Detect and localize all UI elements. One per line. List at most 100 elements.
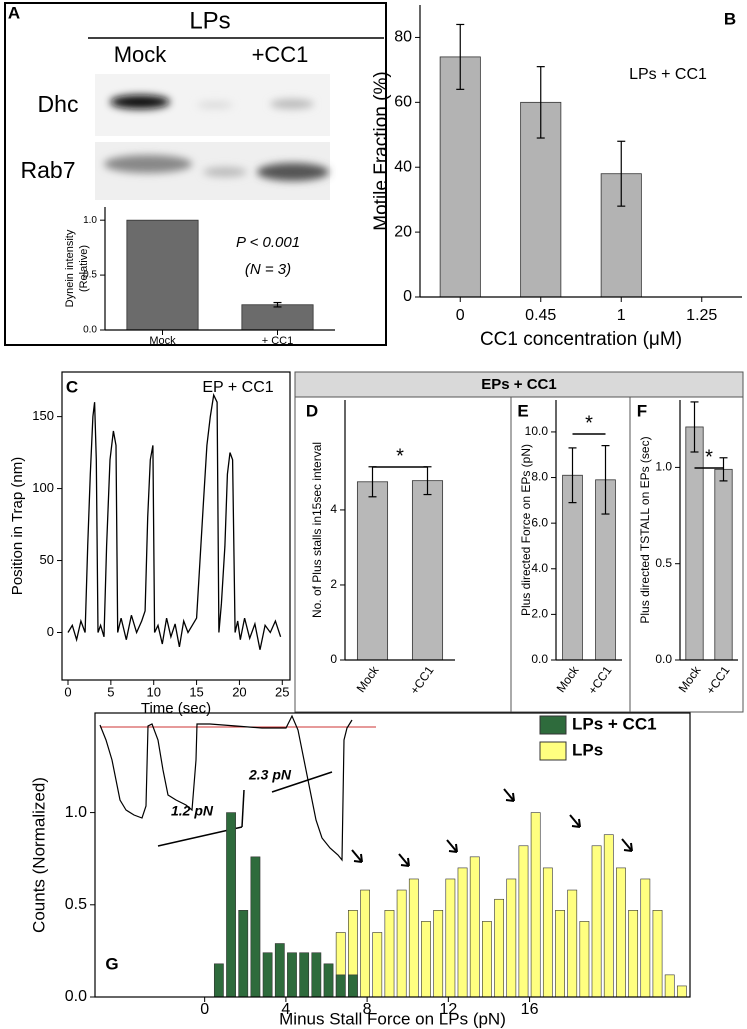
y-tick-label: 0.5 — [65, 896, 87, 913]
histogram-bar — [603, 834, 614, 998]
histogram-bar — [384, 910, 395, 998]
y-tick-label: 0.0 — [83, 325, 97, 336]
y-tick-label: 0.0 — [531, 652, 548, 666]
x-tick-label: 16 — [521, 1001, 539, 1018]
histogram-bar — [262, 952, 273, 998]
x-tick-label: Mock — [149, 335, 176, 347]
histogram-bar — [250, 856, 261, 998]
x-tick-label: +CC1 — [407, 663, 436, 697]
histogram-bar — [433, 910, 444, 998]
histogram-bar — [226, 812, 236, 998]
x-axis-label: Minus Stall Force on LPs (pN) — [279, 1009, 506, 1028]
y-tick-label: 50 — [40, 552, 54, 567]
panel-letter: F — [637, 401, 647, 420]
bar — [126, 219, 199, 331]
annotation: LPs + CC1 — [629, 66, 707, 83]
significance: * — [705, 446, 713, 468]
histogram-bar — [421, 921, 431, 998]
legend-label: LPs + CC1 — [572, 714, 657, 733]
y-axis-label: Dynein intensity — [64, 229, 76, 307]
histogram-bar — [372, 932, 383, 998]
histogram-bar — [567, 889, 578, 998]
y-tick-label: 0 — [330, 652, 337, 666]
panel-letter: C — [66, 377, 78, 396]
x-tick-label: 4 — [281, 1001, 290, 1018]
histogram-bar — [664, 974, 675, 998]
histogram-bar — [323, 963, 334, 998]
y-tick-label: 0.5 — [83, 270, 97, 281]
histogram-bar — [518, 845, 529, 998]
y-tick-label: 4.0 — [531, 561, 548, 575]
error-bar — [568, 447, 577, 504]
y-tick-label: 4 — [330, 502, 337, 516]
y-tick-label: 6.0 — [531, 515, 548, 529]
histogram-bar — [542, 867, 553, 998]
y-tick-label: 2.0 — [531, 607, 548, 621]
panel-letter: A — [8, 3, 20, 22]
histogram-bar — [579, 921, 590, 998]
y-tick-label: 100 — [32, 480, 54, 495]
blot-column: +CC1 — [252, 42, 309, 67]
x-tick-label: 5 — [107, 684, 114, 699]
panel-frame — [4, 2, 387, 346]
significance: * — [585, 412, 593, 434]
histogram-bar — [530, 812, 541, 998]
x-tick-label: 25 — [275, 684, 289, 699]
panel-letter: G — [105, 954, 118, 973]
x-tick-label: Mock — [554, 663, 582, 695]
histogram-bar — [311, 952, 322, 998]
y-tick-label: 1.0 — [83, 215, 97, 226]
y-axis-label: Plus directed Force on EPs (pN) — [519, 444, 533, 616]
y-tick-label: 40 — [394, 158, 412, 175]
histogram-bar — [274, 943, 285, 998]
x-axis-label: Time (sec) — [141, 700, 211, 717]
error-bar — [273, 301, 282, 308]
error-bar — [601, 445, 610, 515]
blot-column: Mock — [114, 42, 168, 67]
histogram-bar — [445, 878, 456, 998]
blot-row: Rab7 — [21, 157, 76, 183]
y-tick-label: 0 — [47, 624, 54, 639]
x-tick-label: + CC1 — [262, 335, 294, 347]
y-tick-label: 8.0 — [531, 470, 548, 484]
significance: * — [396, 445, 404, 467]
legend-swatch — [539, 741, 567, 761]
y-axis-label: Plus directed TSTALL on EPs (sec) — [638, 436, 652, 623]
annotation: 2.3 pN — [248, 767, 292, 783]
x-tick-label: 0 — [456, 307, 465, 324]
x-tick-label: 0 — [200, 1001, 209, 1018]
y-tick-label: 0.5 — [655, 556, 672, 570]
histogram-bar — [482, 921, 492, 998]
histogram-bar — [299, 952, 310, 998]
blot-heading: LPs — [189, 7, 230, 34]
histogram-bar — [457, 867, 468, 998]
inset-trace — [99, 714, 353, 862]
error-bar — [536, 66, 545, 139]
histogram-bar — [238, 910, 249, 998]
bar — [714, 468, 733, 661]
y-tick-label: 2 — [330, 577, 337, 591]
histogram-bar — [616, 867, 626, 998]
histogram-bar — [506, 878, 517, 998]
legend-swatch — [539, 715, 567, 735]
x-tick-label: +CC1 — [703, 663, 732, 697]
y-tick-label: 0 — [403, 288, 412, 305]
y-tick-label: 1.0 — [655, 460, 672, 474]
error-bar — [456, 23, 465, 90]
histogram-bar — [408, 878, 419, 998]
histogram-bar — [348, 974, 358, 998]
bar — [439, 56, 481, 298]
x-tick-label: 8 — [363, 1001, 372, 1018]
annotation-arrow — [241, 789, 245, 828]
blot-row: Dhc — [38, 91, 79, 117]
x-tick-label: 10 — [146, 684, 160, 699]
y-tick-label: 1.0 — [65, 804, 87, 821]
x-tick-label: 0.45 — [525, 307, 556, 324]
trace — [67, 392, 282, 650]
x-tick-label: 12 — [439, 1001, 457, 1018]
legend-label: LPs — [572, 740, 603, 759]
histogram-bar — [213, 963, 224, 998]
x-tick-label: Mock — [354, 663, 382, 695]
error-bar — [719, 457, 728, 482]
y-tick-label: 0.0 — [655, 652, 672, 666]
